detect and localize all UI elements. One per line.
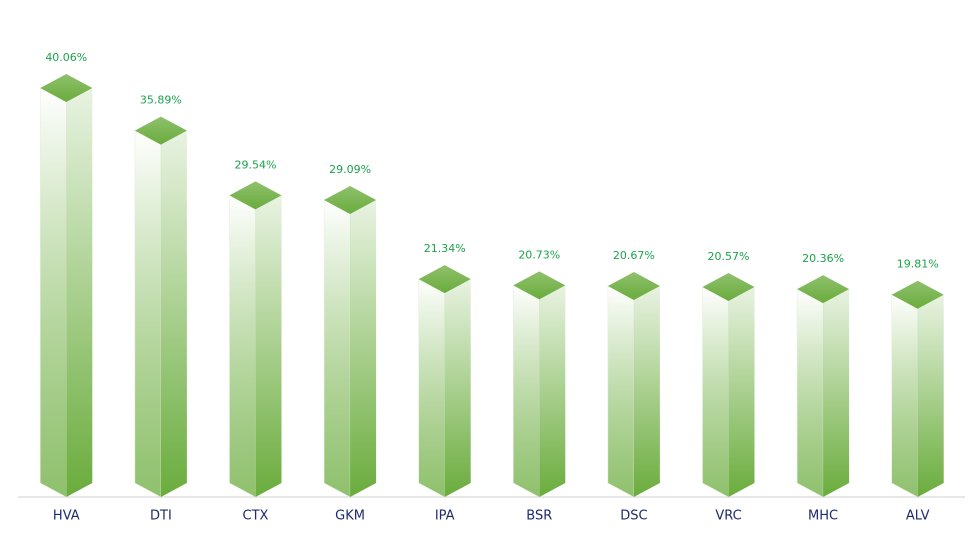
bar-left-face (891, 294, 918, 498)
bar-left-face (513, 284, 540, 498)
x-tick-label: IPA (435, 509, 455, 524)
bar-right-face (823, 289, 850, 497)
bar (796, 275, 850, 498)
x-tick-label: CTX (243, 509, 269, 524)
bar-right-face (539, 285, 566, 497)
value-label: 35.89% (140, 94, 182, 107)
bar-right-face (444, 279, 471, 497)
bar-right-face (66, 88, 93, 497)
bar (513, 271, 566, 498)
bar-left-face (418, 278, 445, 498)
value-label: 29.54% (235, 158, 277, 171)
bar-left-face (607, 285, 635, 498)
bar-top-face (324, 186, 377, 215)
bar-top-face (513, 271, 566, 300)
value-label: 29.09% (329, 163, 371, 176)
bar-left-face (702, 286, 729, 498)
bar (134, 116, 187, 498)
x-tick-label: HVA (53, 509, 80, 524)
bar-right-face (255, 195, 282, 497)
bar-left-face (229, 194, 256, 498)
bar-top-face (891, 280, 944, 309)
value-label: 21.34% (424, 242, 466, 255)
bar (40, 74, 93, 498)
x-tick-label: MHC (808, 509, 838, 524)
value-label: 20.67% (613, 249, 655, 262)
bar-left-face (323, 199, 351, 498)
x-tick-label: GKM (335, 509, 365, 524)
bar-right-face (350, 200, 377, 497)
bar-left-face (134, 130, 162, 498)
x-tick-label: ALV (906, 509, 930, 524)
bar (323, 186, 377, 498)
bar-left-face (796, 288, 824, 498)
value-label: 19.81% (897, 258, 939, 271)
bar-right-face (917, 294, 944, 497)
bar-top-face (702, 272, 755, 301)
bar-top-face (229, 181, 282, 210)
bar (891, 280, 944, 498)
bar-left-face (40, 87, 67, 498)
bar-right-face (728, 286, 755, 497)
bar (418, 265, 471, 498)
bar-right-face (160, 130, 187, 497)
bar-top-face (40, 74, 93, 102)
x-tick-label: DSC (620, 509, 647, 524)
bar-right-face (633, 285, 660, 497)
bar-top-face (607, 271, 660, 300)
x-tick-label: DTI (150, 509, 172, 524)
bar (229, 181, 282, 498)
value-label: 20.73% (518, 248, 560, 261)
value-label: 40.06% (45, 51, 87, 64)
x-tick-label: BSR (526, 509, 552, 524)
value-label: 20.57% (708, 250, 750, 263)
x-tick-label: VRC (715, 509, 741, 524)
bar-top-face (797, 275, 850, 304)
bar-top-face (418, 265, 471, 294)
bar-top-face (134, 116, 187, 145)
value-label: 20.36% (802, 252, 844, 265)
bar (607, 271, 660, 498)
bar (702, 272, 755, 498)
